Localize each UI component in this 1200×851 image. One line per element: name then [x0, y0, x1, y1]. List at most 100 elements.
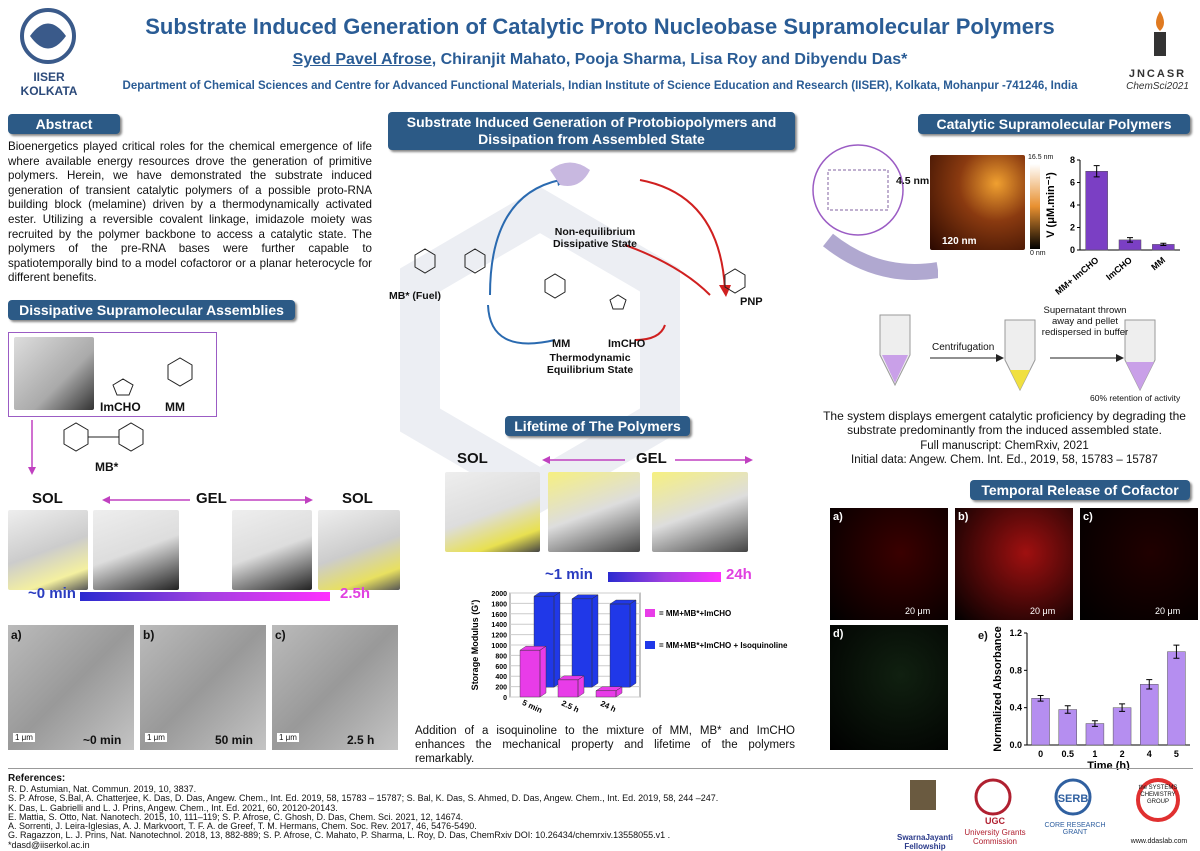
y-tick-label: 0 — [1070, 245, 1075, 255]
bar — [1140, 684, 1159, 746]
error-bar — [1146, 679, 1153, 690]
y-axis-label: Storage Modulus (G') — [470, 600, 480, 691]
panel-tag: a) — [11, 628, 22, 642]
photo — [318, 510, 400, 590]
y-tick-label: 1800 — [491, 601, 507, 608]
bar — [1031, 698, 1050, 746]
section-heading: Abstract — [8, 114, 120, 134]
y-tick-label: 1000 — [491, 643, 507, 650]
caption: Addition of a isoquinoline to the mixtur… — [415, 725, 795, 765]
y-tick-label: 1200 — [491, 633, 507, 640]
time-label: ~0 min — [83, 733, 122, 747]
affiliation: Department of Chemical Sciences and Cent… — [122, 80, 1078, 92]
authors: Syed Pavel Afrose, Chiranjit Mahato, Poo… — [95, 51, 1105, 69]
error-bar — [1093, 165, 1100, 178]
references-heading: References: — [8, 773, 66, 784]
scale-label: 20 μm — [1155, 606, 1181, 616]
y-tick-label: 400 — [495, 674, 507, 681]
y-axis-label: V (μM.min⁻¹) — [1045, 172, 1057, 238]
error-bar — [1160, 242, 1167, 246]
reference-line: R. D. Astumian, Nat. Commun. 2019, 10, 3… — [8, 784, 197, 794]
state-label: GEL — [196, 490, 227, 507]
y-tick-label: 0 — [503, 695, 507, 702]
rate-chart: 0 2 4 6 8 MM+ ImCHO ImCHO MM V (μM.min⁻¹) — [1045, 155, 1180, 295]
gel-arrows — [102, 496, 313, 504]
state-label: SOL — [457, 450, 488, 467]
step-label: Centrifugation — [932, 342, 995, 353]
error-bar — [1173, 644, 1180, 659]
y-tick-label: 2000 — [491, 591, 507, 598]
x-tick-label: 0.5 — [1061, 749, 1074, 759]
molecule-label: MB* — [95, 460, 119, 474]
molecule-label: ImCHO — [608, 338, 646, 350]
x-axis-label: Time (h) — [1087, 760, 1130, 770]
bar — [1112, 707, 1132, 746]
components-box — [8, 332, 217, 417]
logo-right-sub: ChemSci2021 — [1126, 81, 1189, 92]
y-tick-label: 2 — [1070, 223, 1075, 233]
fluorescence-image — [1080, 508, 1198, 620]
references: R. D. Astumian, Nat. Commun. 2019, 10, 3… — [8, 784, 868, 850]
y-tick-label: 0.4 — [1009, 703, 1022, 713]
arrow-and-mb — [28, 420, 144, 475]
molecule-label: PNP — [740, 296, 763, 308]
background-motif — [400, 186, 680, 514]
scale-label: 20 μm — [1030, 606, 1056, 616]
logo-left-text: IISER KOLKATA — [20, 70, 78, 98]
bar — [609, 599, 637, 688]
logo-text: www.ddaslab.com — [1130, 838, 1188, 845]
photo — [652, 472, 748, 552]
x-tick-label: MM — [1149, 255, 1167, 272]
footer-logos — [910, 778, 1180, 822]
logo-right-mark — [1154, 11, 1166, 56]
structures — [112, 357, 193, 396]
error-bar — [1127, 237, 1133, 243]
panel-tag: e) — [978, 630, 988, 642]
reference-line: A. Sorrenti, J. Leira-Iglesias, A. J. Ma… — [8, 821, 477, 832]
panel-tag: b) — [143, 628, 155, 642]
x-tick-label: 0 — [1038, 749, 1043, 759]
author-lead: Syed Pavel Afrose — [292, 51, 432, 68]
fluorescence-image — [830, 625, 948, 750]
molecule-label: MM — [165, 400, 185, 414]
x-tick-label: 5 min — [521, 698, 544, 715]
afm-image — [930, 155, 1025, 250]
scale-label: 120 nm — [942, 236, 977, 247]
state-label: SOL — [342, 490, 373, 507]
x-tick-label: 1 — [1092, 749, 1097, 759]
molecule-label: ImCHO — [100, 400, 141, 414]
reference-line: E. Mattia, S. Otto, Nat. Nanotech. 2015,… — [8, 811, 464, 822]
y-tick-label: 0.8 — [1009, 665, 1022, 675]
centrifugation-diagram — [879, 314, 1156, 392]
title: Substrate Induced Generation of Catalyti… — [145, 14, 1055, 39]
state-label: GEL — [636, 450, 667, 467]
logo-text: CORE RESEARCH GRANT — [1044, 822, 1106, 836]
bar — [571, 594, 599, 688]
section-heading: Temporal Release of Cofactor — [970, 480, 1190, 500]
state-label: SOL — [32, 490, 63, 507]
logo-text: SERB — [1057, 793, 1089, 805]
photo — [93, 510, 179, 590]
time-label: 24h — [726, 566, 752, 583]
photo-vial — [14, 337, 94, 410]
step-label: Supernatant thrown away and pellet redis… — [1041, 305, 1129, 338]
dimension-label: 4.5 nm — [896, 175, 930, 187]
reference-line: K. Das, L. Gabrielli and L. J. Prins, An… — [8, 802, 338, 813]
scale-label: 1 μm — [13, 733, 35, 742]
error-bar — [1064, 705, 1071, 714]
time-label: 2.5h — [340, 585, 371, 602]
state-label: Non-equilibrium Dissipative State — [552, 226, 638, 250]
panel-tag: c) — [1083, 511, 1093, 523]
photo — [232, 510, 312, 590]
storage-modulus-chart: 0 200 400 600 800 1000 1200 1400 1600 1800 2000 Sto… — [470, 591, 788, 715]
y-tick-label: 1.2 — [1009, 628, 1022, 638]
reference-line: *dasd@iiserkol.ac.in — [8, 839, 90, 850]
panel-tag: d) — [833, 628, 844, 640]
retention-label: 60% retention of activity — [1090, 393, 1181, 403]
photo — [445, 472, 540, 552]
y-tick-label: 1600 — [491, 612, 507, 619]
section-heading: Dissipative Supramolecular Assemblies — [8, 300, 295, 320]
fluorescence-image — [955, 508, 1073, 620]
y-tick-label: 8 — [1070, 155, 1075, 165]
y-axis-label: Normalized Absorbance — [992, 626, 1004, 752]
